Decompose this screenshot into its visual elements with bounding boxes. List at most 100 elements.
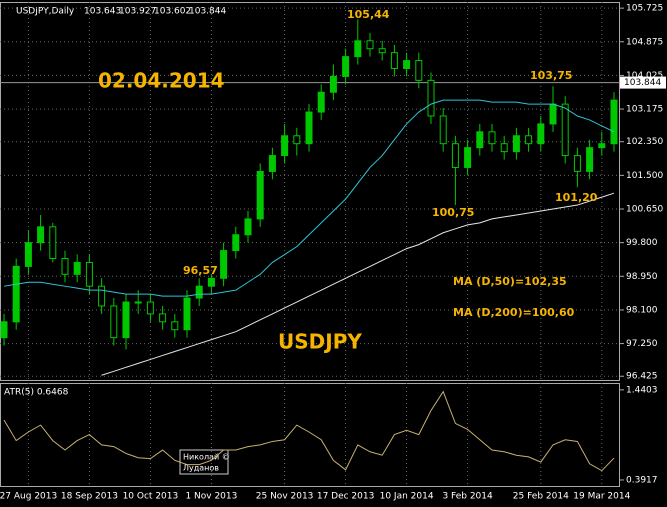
- annotation: USDJPY: [278, 330, 362, 354]
- y-tick-label: 102.350: [626, 137, 663, 147]
- y-tick-label: 98.100: [626, 305, 658, 315]
- candle-body: [195, 285, 203, 299]
- y-tick-label: 104.025: [626, 71, 663, 81]
- candle-body: [12, 265, 20, 323]
- candle-body: [464, 147, 472, 168]
- y-tick-label: 103.175: [626, 105, 663, 115]
- candle-body: [256, 170, 264, 220]
- candle-body: [268, 155, 276, 172]
- annotation: 96,57: [183, 264, 218, 277]
- candle-body: [451, 143, 459, 168]
- candle-body: [598, 143, 606, 149]
- annotation: 100,75: [432, 206, 474, 219]
- y-tick-label: 99.800: [626, 238, 658, 248]
- annotation: 105,44: [347, 8, 390, 21]
- atr-line: [3, 390, 615, 472]
- candle-body: [73, 261, 81, 275]
- candle-body: [390, 52, 398, 69]
- ma-line: [3, 99, 615, 297]
- x-tick-label: 19 Mar 2014: [573, 492, 630, 502]
- candle-body: [415, 60, 423, 81]
- candle-body: [110, 305, 118, 339]
- candle-body: [586, 147, 594, 172]
- candle-body: [49, 226, 57, 259]
- candle-body: [85, 261, 93, 287]
- candle-body: [159, 313, 167, 323]
- candle-body: [134, 301, 142, 304]
- candle-body: [329, 75, 337, 93]
- candle-body: [146, 301, 154, 315]
- atr-title: ATR(5) 0.6468: [4, 388, 69, 398]
- candle-body: [610, 99, 618, 145]
- candle-body: [488, 131, 496, 145]
- y-tick-label: 97.250: [626, 339, 658, 349]
- candle-body: [61, 257, 69, 275]
- atr-panel-frame: [0, 383, 620, 487]
- candle-body: [207, 277, 215, 287]
- candle-body: [37, 226, 45, 244]
- candle-body: [98, 285, 106, 307]
- candle-body: [171, 321, 179, 331]
- candle-body: [573, 155, 581, 172]
- candle-body: [427, 79, 435, 117]
- candle-body: [220, 250, 228, 279]
- header-open: 103.643: [84, 7, 121, 17]
- ma-label: MA (D,50)=102,35: [453, 275, 567, 288]
- symbol: USDJPY,Daily: [16, 7, 75, 17]
- candle-body: [525, 135, 533, 145]
- ma-label: MA (D,200)=100,60: [453, 306, 575, 319]
- current-price-label: 103.844: [624, 78, 661, 88]
- x-tick-label: 1 Nov 2013: [185, 492, 237, 502]
- annotation: 101,20: [555, 191, 598, 204]
- candle-body: [354, 40, 362, 58]
- x-tick-label: 10 Jan 2014: [380, 492, 434, 502]
- candle-body: [24, 242, 32, 267]
- candle-body: [476, 131, 484, 149]
- candle-body: [366, 40, 374, 50]
- y-tick-label: 98.950: [626, 272, 658, 282]
- candle-body: [232, 234, 240, 252]
- candle-body: [403, 60, 411, 69]
- watermark-line: Луданов: [183, 464, 219, 473]
- candle-body: [281, 135, 289, 157]
- annotation: 02.04.2014: [98, 69, 225, 93]
- y-tick-label: 96.425: [626, 372, 658, 382]
- ma-line: [101, 192, 615, 376]
- candle-body: [183, 297, 191, 331]
- candle-body: [0, 321, 8, 339]
- x-tick-label: 18 Sep 2013: [61, 492, 118, 502]
- x-tick-label: 27 Aug 2013: [0, 492, 57, 502]
- candle-body: [512, 135, 520, 153]
- y-tick-label: 1.4403: [626, 385, 658, 395]
- candle-body: [317, 91, 325, 113]
- candle-body: [244, 218, 252, 236]
- candle-body: [305, 111, 313, 145]
- x-tick-label: 17 Dec 2013: [317, 492, 375, 502]
- candle-body: [537, 123, 545, 145]
- header-high: 103.927: [119, 7, 156, 17]
- header-close: 103.844: [189, 7, 226, 17]
- candle-body: [122, 301, 130, 339]
- candle-body: [439, 115, 447, 145]
- main-panel-frame: [0, 2, 620, 381]
- candle-body: [561, 103, 569, 157]
- annotation: 103,75: [530, 69, 572, 82]
- y-tick-label: 104.875: [626, 37, 663, 47]
- y-tick-label: 100.650: [626, 205, 663, 215]
- candle-body: [293, 135, 301, 145]
- x-tick-label: 10 Oct 2013: [123, 492, 179, 502]
- candle-body: [378, 48, 386, 54]
- y-tick-label: 105.725: [626, 4, 663, 14]
- candle-body: [549, 103, 557, 125]
- candle-body: [500, 143, 508, 153]
- x-tick-label: 3 Feb 2014: [442, 492, 493, 502]
- candle-body: [342, 56, 350, 77]
- header-low: 103.602: [154, 7, 191, 17]
- x-tick-label: 25 Nov 2013: [256, 492, 314, 502]
- y-tick-label: 0.3917: [626, 475, 658, 485]
- y-tick-label: 101.500: [626, 171, 663, 181]
- x-tick-label: 25 Feb 2014: [513, 492, 569, 502]
- watermark-line: Николай ©: [183, 453, 230, 462]
- current-price-box: [620, 76, 666, 89]
